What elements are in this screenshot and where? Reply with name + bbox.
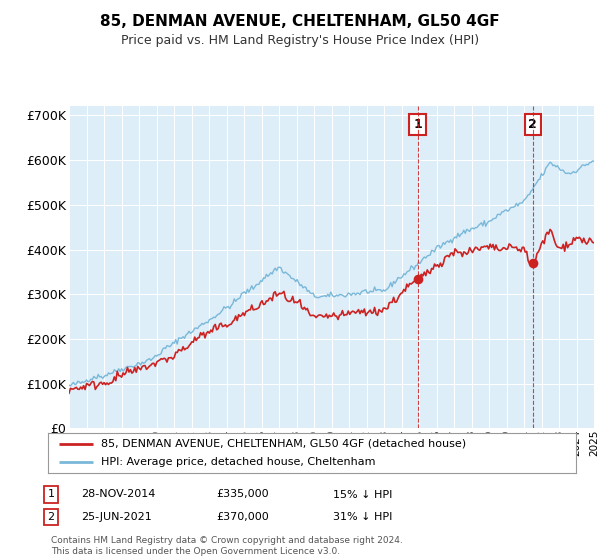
Text: 28-NOV-2014: 28-NOV-2014 bbox=[81, 489, 155, 500]
Text: 1: 1 bbox=[413, 118, 422, 131]
Text: Contains HM Land Registry data © Crown copyright and database right 2024.
This d: Contains HM Land Registry data © Crown c… bbox=[51, 536, 403, 556]
Text: £370,000: £370,000 bbox=[216, 512, 269, 522]
Text: 31% ↓ HPI: 31% ↓ HPI bbox=[333, 512, 392, 522]
Text: £335,000: £335,000 bbox=[216, 489, 269, 500]
Text: HPI: Average price, detached house, Cheltenham: HPI: Average price, detached house, Chel… bbox=[101, 458, 376, 467]
Text: 85, DENMAN AVENUE, CHELTENHAM, GL50 4GF (detached house): 85, DENMAN AVENUE, CHELTENHAM, GL50 4GF … bbox=[101, 439, 466, 449]
Text: 2: 2 bbox=[47, 512, 55, 522]
Text: Price paid vs. HM Land Registry's House Price Index (HPI): Price paid vs. HM Land Registry's House … bbox=[121, 34, 479, 46]
Text: 25-JUN-2021: 25-JUN-2021 bbox=[81, 512, 152, 522]
Text: 1: 1 bbox=[47, 489, 55, 500]
Text: 2: 2 bbox=[529, 118, 537, 131]
Text: 85, DENMAN AVENUE, CHELTENHAM, GL50 4GF: 85, DENMAN AVENUE, CHELTENHAM, GL50 4GF bbox=[100, 14, 500, 29]
Text: 15% ↓ HPI: 15% ↓ HPI bbox=[333, 489, 392, 500]
